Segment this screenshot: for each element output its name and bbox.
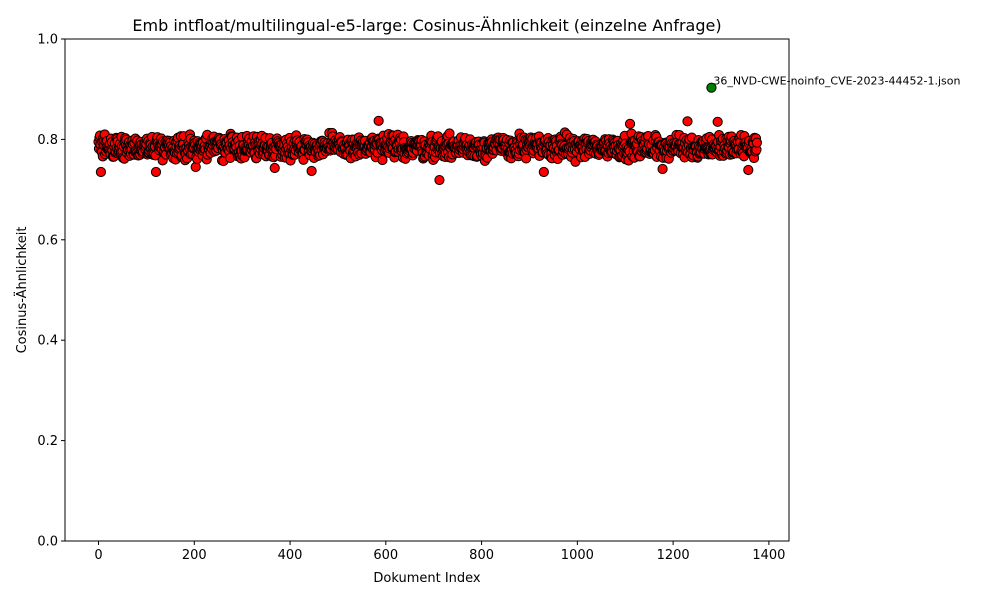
y-axis: 0.0 0.2 0.4 0.6 0.8 1.0 — [37, 33, 65, 550]
data-point — [95, 166, 107, 178]
data-point — [657, 163, 668, 175]
x-tick-label: 1000 — [561, 548, 594, 563]
y-tick-label: 0.2 — [37, 434, 58, 449]
data-point — [373, 115, 384, 126]
data-point — [269, 162, 280, 174]
data-point — [682, 116, 693, 127]
data-point — [712, 116, 723, 127]
x-tick-label: 0 — [94, 548, 102, 563]
data-point — [444, 128, 455, 139]
chart-title: Emb intfloat/multilingual-e5-large: Cosi… — [132, 16, 721, 35]
data-point — [743, 164, 754, 176]
highlight-point — [706, 82, 717, 93]
data-point — [624, 118, 636, 129]
data-point — [150, 166, 162, 178]
data-point — [377, 154, 388, 166]
plot-frame — [64, 38, 790, 542]
x-tick-label: 600 — [373, 548, 398, 563]
y-tick-label: 0.0 — [37, 535, 58, 550]
data-point — [306, 165, 317, 177]
y-axis-label: Cosinus-Ähnlichkeit — [14, 227, 30, 354]
y-tick-label: 0.4 — [37, 334, 58, 349]
data-point — [434, 174, 445, 186]
x-axis: 0 200 400 600 800 1000 1200 1400 — [94, 541, 785, 563]
points-layer: 36_NVD-CWE-noinfo_CVE-2023-44452-1.json — [93, 75, 960, 186]
x-tick-label: 1400 — [752, 548, 785, 563]
y-tick-label: 0.6 — [37, 233, 58, 248]
x-axis-label: Dokument Index — [373, 571, 481, 586]
x-tick-label: 400 — [278, 548, 303, 563]
data-point — [538, 166, 549, 178]
y-tick-label: 0.8 — [37, 133, 58, 148]
highlight-label: 36_NVD-CWE-noinfo_CVE-2023-44452-1.json — [713, 75, 960, 88]
x-tick-label: 1200 — [657, 548, 690, 563]
y-tick-label: 1.0 — [37, 33, 58, 48]
x-tick-label: 200 — [182, 548, 207, 563]
data-point — [751, 137, 763, 148]
x-tick-label: 800 — [469, 548, 494, 563]
